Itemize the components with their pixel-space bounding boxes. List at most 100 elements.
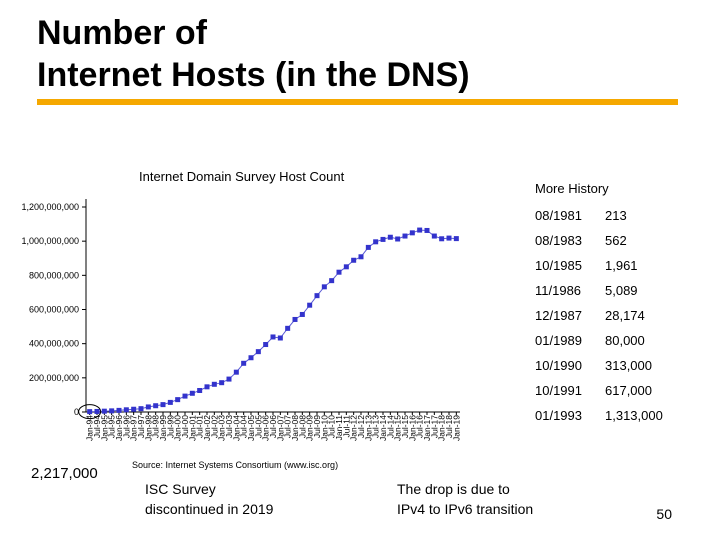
data-point: [241, 360, 247, 366]
x-tick-label: Jan-06: [261, 415, 271, 441]
x-tick-label: Jan-18: [437, 415, 447, 441]
history-value: 1,313,000: [605, 408, 663, 423]
data-point: [87, 409, 93, 415]
chart-axes: 0 200,000,000 400,000,000 600,000,000 800,00…: [21, 199, 461, 441]
data-point: [270, 334, 276, 340]
x-tick-label: Jan-97: [129, 415, 139, 441]
history-date: 08/1981: [535, 208, 582, 223]
data-point: [321, 284, 327, 290]
data-point: [417, 227, 423, 233]
slide-title-line2: Internet Hosts (in the DNS): [37, 56, 470, 94]
x-tick-label: Jan-05: [246, 415, 256, 441]
data-point: [431, 233, 437, 239]
x-tick-label: Jul-03: [224, 415, 234, 438]
x-tick-label: Jan-02: [202, 415, 212, 441]
history-date: 01/1989: [535, 333, 582, 348]
x-tick-label: Jan-03: [217, 415, 227, 441]
data-point: [299, 311, 305, 317]
drop-note-line1: The drop is due to: [397, 481, 510, 497]
history-date: 10/1990: [535, 358, 582, 373]
peak-value-label: 2,217,000: [31, 465, 98, 482]
x-tick-label: Jul-15: [400, 415, 410, 438]
x-tick-label: Jan-13: [363, 415, 373, 441]
data-point: [204, 384, 210, 390]
data-point: [351, 257, 357, 263]
data-point: [314, 293, 320, 299]
data-point: [175, 397, 181, 403]
y-tick-label: 800,000,000: [29, 270, 79, 280]
history-value: 313,000: [605, 358, 652, 373]
data-point: [94, 408, 100, 414]
x-tick-label: Jul-05: [253, 415, 263, 438]
x-tick-label: Jul-16: [415, 415, 425, 438]
drop-note-line2: IPv4 to IPv6 transition: [397, 501, 534, 517]
y-tick-label: 200,000,000: [29, 373, 79, 383]
data-point: [248, 355, 254, 361]
history-value: 617,000: [605, 383, 652, 398]
data-point: [189, 390, 195, 396]
host-count-chart: Internet Domain Survey Host Count Source…: [18, 165, 468, 473]
x-tick-label: Jan-95: [99, 415, 109, 441]
first-point-highlight-circle: [78, 404, 102, 420]
data-point: [285, 325, 291, 331]
data-point: [197, 387, 203, 393]
data-point: [160, 402, 166, 408]
data-point: [116, 407, 122, 413]
x-tick-label: Jan-19: [451, 415, 461, 441]
history-date: 08/1983: [535, 233, 582, 248]
data-point: [373, 239, 379, 245]
data-point: [123, 407, 129, 413]
data-point: [409, 230, 415, 236]
data-point: [453, 236, 459, 242]
data-point: [395, 236, 401, 242]
data-point: [358, 254, 364, 260]
data-point: [336, 269, 342, 275]
x-tick-label: Jul-17: [429, 415, 439, 438]
x-tick-label: Jan-99: [158, 415, 168, 441]
data-point: [329, 278, 335, 284]
data-point: [167, 399, 173, 405]
x-tick-label: Jan-98: [143, 415, 153, 441]
history-date: 10/1991: [535, 383, 582, 398]
x-tick-label: Jan-08: [290, 415, 300, 441]
history-value: 28,174: [605, 308, 645, 323]
x-tick-label: Jul-08: [297, 415, 307, 438]
data-point: [307, 302, 313, 308]
data-point: [153, 403, 159, 409]
data-point: [101, 408, 107, 414]
data-point: [277, 335, 283, 341]
y-tick-label: 1,200,000,000: [21, 202, 79, 212]
x-tick-label: Jul-02: [209, 415, 219, 438]
history-date: 12/1987: [535, 308, 582, 323]
x-tick-label: Jul-97: [136, 415, 146, 438]
x-tick-label: Jan-14: [378, 415, 388, 441]
x-tick-label: Jul-06: [268, 415, 278, 438]
x-tick-label: Jan-96: [114, 415, 124, 441]
x-tick-label: Jan-12: [349, 415, 359, 441]
history-date: 01/1993: [535, 408, 582, 423]
history-value: 5,089: [605, 283, 638, 298]
data-point: [424, 227, 430, 233]
slide-title-line1: Number of: [37, 14, 207, 52]
x-tick-label: Jan-11: [334, 415, 344, 441]
y-tick-label: 400,000,000: [29, 339, 79, 349]
data-point: [263, 342, 269, 348]
x-tick-label: Jul-01: [195, 415, 205, 438]
x-tick-label: Jul-11: [341, 415, 351, 438]
x-tick-label: Jan-01: [187, 415, 197, 441]
x-tick-label: Jul-98: [151, 415, 161, 438]
data-point: [226, 376, 232, 382]
history-value: 80,000: [605, 333, 645, 348]
x-tick-label: Jul-14: [385, 415, 395, 438]
history-value: 562: [605, 233, 627, 248]
x-tick-label: Jan-17: [422, 415, 432, 441]
x-tick-label: Jan-10: [319, 415, 329, 441]
more-history-table: More History 08/1981 213 08/1983 562 10/1985…: [527, 178, 687, 428]
x-tick-label: Jul-99: [165, 415, 175, 438]
data-point: [343, 264, 349, 270]
x-tick-label: Jul-94: [92, 415, 102, 438]
series-line: [89, 229, 457, 413]
data-point: [380, 236, 386, 242]
chart-source: Source: Internet Systems Consortium (www…: [132, 460, 338, 470]
y-tick-label: 600,000,000: [29, 305, 79, 315]
